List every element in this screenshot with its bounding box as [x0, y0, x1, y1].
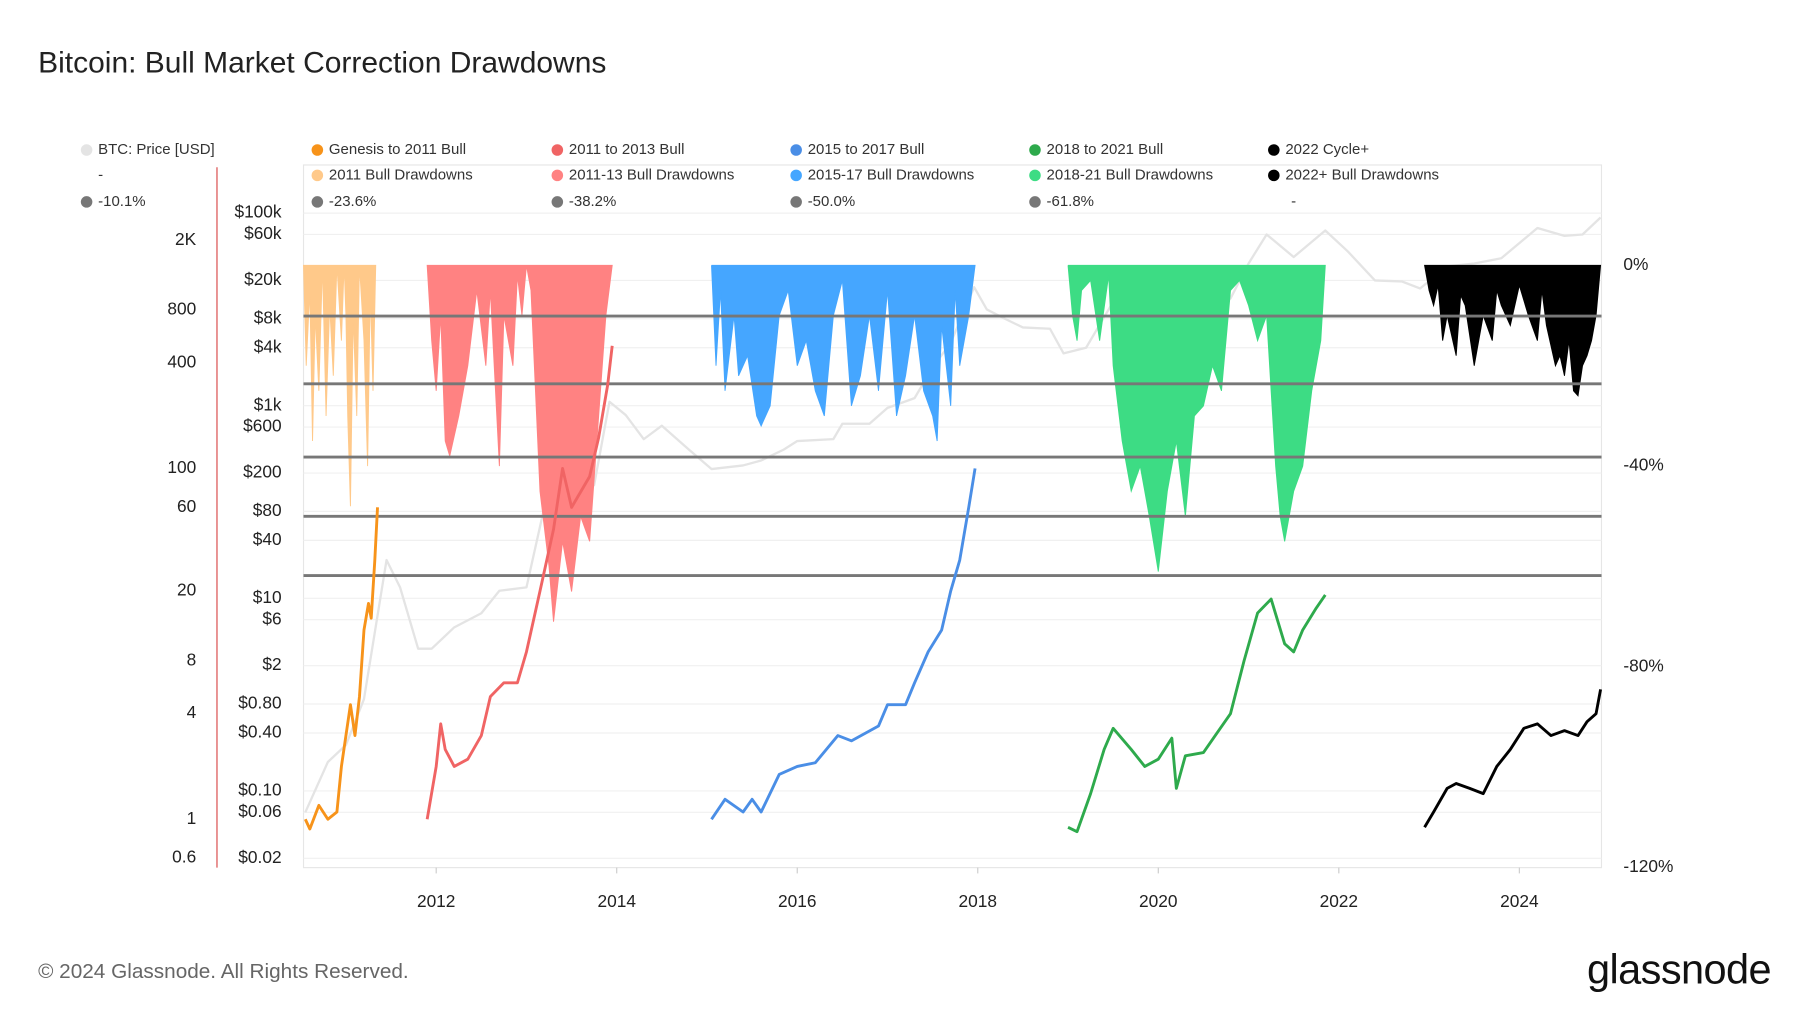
legend-label: 2022+ Bull Drawdowns [1285, 166, 1439, 183]
legend-marker [1029, 169, 1041, 182]
legend-marker [1029, 196, 1041, 208]
legend-label: 2011 to 2013 Bull [569, 141, 685, 158]
y2-tick-label: -120% [1623, 856, 1673, 876]
y-tick-label: $2 [262, 654, 281, 674]
legend-marker [1268, 144, 1280, 156]
y3-tick-label: 20 [177, 580, 196, 600]
y-tick-label: $10 [253, 587, 282, 607]
y-tick-label: $100k [234, 202, 281, 222]
y-tick-label: $1k [254, 394, 282, 414]
legend-label: -61.8% [1047, 193, 1094, 210]
legend-marker [551, 144, 564, 156]
legend-marker [1268, 169, 1280, 182]
drawdown-area [711, 264, 976, 442]
legend-label: 2015-17 Bull Drawdowns [808, 166, 975, 183]
chart-title: Bitcoin: Bull Market Correction Drawdown… [38, 47, 606, 80]
legend-label: 2015 to 2017 Bull [808, 141, 925, 158]
legend-marker [790, 196, 802, 208]
y-tick-label: $40 [253, 529, 282, 549]
y-tick-label: $0.02 [238, 847, 281, 867]
y-tick-label: $60k [244, 223, 282, 243]
y3-tick-label: 8 [187, 649, 197, 669]
y-tick-label: $80 [253, 500, 282, 520]
x-tick-label: 2014 [597, 891, 636, 911]
y3-tick-label: 100 [167, 457, 196, 477]
drawdown-area [1067, 264, 1326, 572]
x-tick-label: 2018 [959, 891, 997, 911]
legend-label: 2018 to 2021 Bull [1047, 141, 1164, 158]
legend-marker [1029, 144, 1041, 156]
legend-marker [311, 144, 324, 156]
legend-marker [551, 196, 564, 208]
y3-tick-label: 1 [187, 808, 197, 828]
x-tick-label: 2016 [778, 891, 816, 911]
legend-marker [790, 144, 802, 156]
legend-label: -23.6% [329, 193, 376, 210]
y3-tick-label: 400 [167, 351, 196, 371]
line-series [304, 216, 1602, 813]
legend-label: 2022 Cycle+ [1285, 141, 1369, 158]
brand-logo: glassnode [1587, 946, 1771, 993]
legend-marker [311, 169, 324, 182]
legend-label: Genesis to 2011 Bull [329, 141, 466, 158]
line-series [1067, 594, 1327, 834]
y2-tick-label: -80% [1623, 655, 1663, 675]
line-series [1423, 689, 1603, 829]
y3-tick-label: 800 [167, 299, 196, 319]
x-tick-label: 2012 [417, 891, 455, 911]
y3-tick-label: 4 [187, 702, 197, 722]
legend-marker [311, 196, 324, 208]
legend-label: -10.1% [98, 193, 145, 210]
legend-label: -38.2% [569, 193, 616, 210]
legend-marker [80, 196, 93, 208]
y-tick-label: $0.06 [238, 801, 281, 821]
drawdown-area [1424, 264, 1602, 397]
legend-marker [551, 169, 564, 182]
drawdown-area [303, 264, 377, 507]
y-tick-label: $0.80 [238, 693, 281, 713]
y-tick-label: $200 [243, 462, 281, 482]
footer: © 2024 Glassnode. All Rights Reserved. [38, 960, 409, 983]
x-tick-label: 2024 [1500, 891, 1539, 911]
legend-label: BTC: Price [USD] [98, 141, 215, 158]
legend-label: 2018-21 Bull Drawdowns [1047, 166, 1214, 183]
y-tick-label: $6 [262, 608, 281, 628]
drawdown-area [426, 264, 613, 622]
y-tick-label: $0.40 [238, 722, 281, 742]
legend-marker [80, 144, 93, 156]
y3-tick-label: 0.6 [172, 847, 196, 867]
legend-label: 2011-13 Bull Drawdowns [569, 166, 734, 183]
y-tick-label: $0.10 [238, 780, 281, 800]
y3-tick-label: 60 [177, 496, 196, 516]
legend-label: 2011 Bull Drawdowns [329, 166, 473, 183]
y-tick-label: $600 [243, 416, 281, 436]
y-tick-label: $8k [254, 307, 282, 327]
y-tick-label: $4k [254, 336, 282, 356]
legend-label: - [98, 166, 103, 183]
line-series [710, 468, 977, 821]
x-tick-label: 2020 [1139, 891, 1177, 911]
y3-tick-label: 2K [175, 229, 197, 249]
y-tick-label: $20k [244, 269, 282, 289]
y2-tick-label: -40% [1623, 455, 1663, 475]
legend-label: - [1291, 193, 1296, 210]
x-tick-label: 2022 [1320, 891, 1358, 911]
y2-tick-label: 0% [1623, 254, 1648, 274]
line-series [425, 345, 614, 820]
legend-marker [790, 169, 802, 182]
line-series [303, 507, 379, 831]
legend-label: -50.0% [808, 193, 855, 210]
